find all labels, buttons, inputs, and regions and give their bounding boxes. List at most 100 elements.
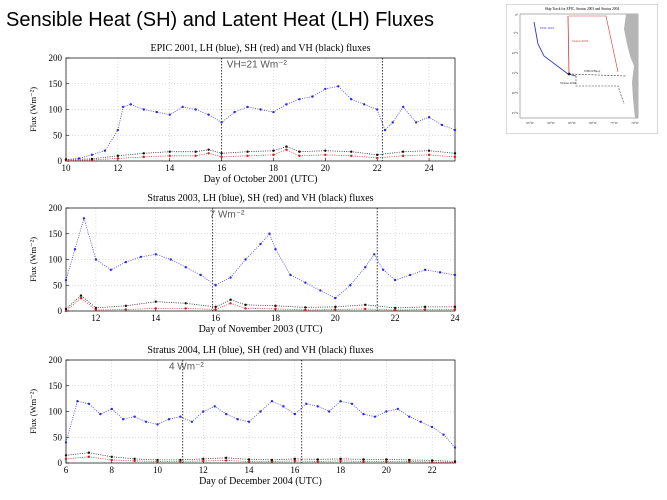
point-lh [408, 273, 412, 277]
x-tick-label: 12 [91, 313, 100, 323]
point-lh [220, 121, 223, 124]
point-vh [339, 457, 342, 461]
point-lh [442, 433, 445, 436]
x-tick-label: 14 [151, 313, 161, 323]
vh-annotation: 4 Wm⁻² [169, 361, 204, 372]
point-sh [453, 308, 457, 311]
x-tick-label: 12 [113, 163, 122, 173]
point-lh [139, 255, 143, 259]
point-lh [385, 410, 388, 413]
point-vh [298, 150, 301, 153]
x-tick-label: 22 [373, 163, 382, 173]
point-lh [319, 289, 322, 292]
point-lh [190, 420, 194, 423]
point-sh [298, 154, 301, 158]
point-lh [272, 110, 275, 114]
point-lh [202, 410, 205, 413]
ship-track-map: Ship Track for EPIC, Stratus 2003 and St… [506, 4, 658, 134]
map-lon-1: 90°W [547, 121, 554, 125]
point-lh [142, 108, 145, 111]
point-lh [246, 105, 249, 109]
x-tick-label: 24 [451, 313, 461, 323]
y-tick-label: 150 [49, 229, 63, 239]
point-vh [124, 304, 128, 308]
point-vh [304, 306, 307, 309]
point-lh [179, 415, 182, 418]
point-lh [430, 425, 434, 429]
x-tick-label: 20 [382, 465, 392, 475]
point-sh [244, 307, 247, 310]
point-lh [419, 420, 422, 423]
point-lh [247, 420, 251, 423]
point-vh [274, 304, 277, 308]
series-vh [64, 294, 457, 311]
point-lh [304, 281, 307, 284]
map-title: Ship Track for EPIC, Stratus 2003 and St… [545, 7, 620, 12]
point-sh [142, 155, 145, 159]
point-lh [401, 105, 405, 109]
series-vh [64, 145, 457, 161]
point-lh [453, 128, 457, 132]
point-lh [124, 260, 128, 264]
point-lh [316, 405, 319, 408]
map-label-stratus2003: Stratus 2003 [572, 39, 588, 43]
point-sh [272, 153, 275, 157]
point-sh [376, 156, 379, 160]
point-sh [64, 457, 68, 461]
point-lh [285, 103, 288, 106]
point-sh [285, 148, 288, 151]
x-axis-label: Day of December 2004 (UTC) [199, 476, 322, 487]
point-sh [229, 302, 232, 305]
point-lh [64, 441, 68, 444]
point-vh [401, 150, 405, 153]
point-lh [82, 217, 86, 220]
point-vh [184, 302, 187, 305]
chart-title: EPIC 2001, LH (blue), SH (red) and VH (b… [150, 43, 370, 54]
point-sh [116, 157, 120, 160]
point-lh [376, 108, 379, 111]
point-vh [64, 158, 68, 161]
whoi-buoy-marker [567, 72, 571, 76]
point-lh [214, 284, 217, 287]
point-sh [247, 460, 251, 463]
y-tick-label: 150 [49, 381, 63, 391]
vh-annotation: VH=21 Wm⁻² [227, 59, 288, 70]
point-vh [453, 152, 457, 155]
point-lh [184, 266, 187, 269]
point-lh [334, 296, 337, 300]
series-line-vh [65, 452, 456, 462]
series-lh [64, 400, 457, 449]
series-lh [64, 85, 457, 161]
point-sh [133, 459, 136, 463]
point-lh [393, 278, 397, 282]
point-sh [334, 308, 337, 311]
point-vh [408, 458, 411, 462]
point-lh [364, 266, 367, 269]
point-lh [259, 242, 262, 246]
point-sh [339, 459, 342, 463]
x-tick-label: 10 [62, 163, 72, 173]
x-tick-label: 10 [153, 465, 163, 475]
point-vh [272, 149, 275, 152]
point-vh [154, 300, 157, 303]
point-vh [376, 153, 379, 157]
point-lh [229, 276, 232, 279]
map-lat-5: 25°S [512, 111, 518, 115]
x-tick-label: 14 [165, 163, 175, 173]
point-lh [76, 400, 79, 403]
point-vh [430, 459, 434, 462]
series-line-lh [65, 400, 456, 448]
y-tick-label: 150 [49, 79, 63, 89]
x-tick-label: 24 [425, 163, 435, 173]
series-line-vh [65, 294, 455, 310]
point-lh [350, 98, 353, 101]
point-lh [363, 103, 366, 106]
y-tick-label: 200 [49, 203, 63, 213]
point-lh [391, 121, 394, 124]
point-vh [224, 456, 228, 460]
series-sh [64, 455, 457, 464]
point-lh [236, 418, 239, 421]
y-axis-label: Flux (Wm⁻²) [28, 87, 38, 132]
point-lh [207, 113, 210, 116]
series-sh [64, 148, 457, 162]
